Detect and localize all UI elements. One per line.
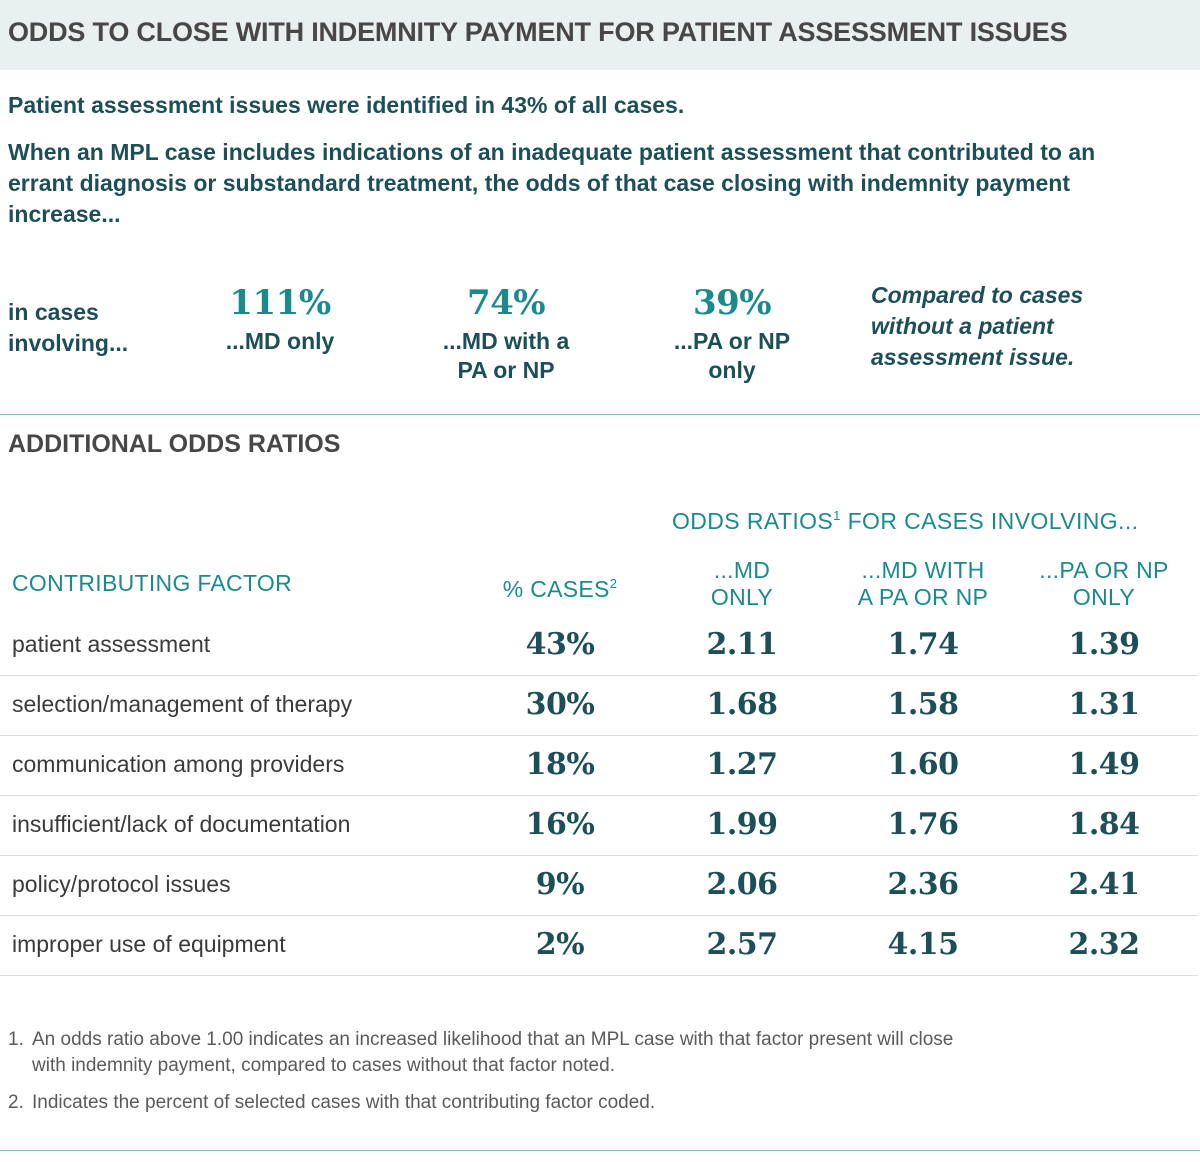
md-only-cell: 2.06 (706, 867, 778, 902)
pa-np-only-cell: 2.41 (1068, 867, 1140, 902)
md-only-cell: 1.99 (706, 807, 778, 842)
stat-value: 74% (466, 283, 546, 323)
pct-cell: 2% (535, 927, 585, 962)
pa-np-only-cell: 2.32 (1068, 927, 1140, 962)
table-row: insufficient/lack of documentation 16% 1… (0, 796, 1198, 856)
bottom-divider (0, 1150, 1200, 1151)
footnote-text-line-1: An odds ratio above 1.00 indicates an in… (32, 1029, 954, 1050)
footnote-text-line-2: with indemnity payment, compared to case… (32, 1055, 615, 1076)
title-bar: ODDS TO CLOSE WITH INDEMNITY PAYMENT FOR… (0, 0, 1200, 70)
factor-cell: communication among providers (12, 751, 345, 777)
factor-cell: patient assessment (12, 631, 211, 657)
comparison-note-line-3: assessment issue. (871, 344, 1075, 370)
intro-line-2: When an MPL case includes indications of… (8, 139, 1096, 227)
footnote-number: 1. (8, 1029, 24, 1050)
md-with-pa-np-cell: 2.36 (887, 867, 959, 902)
pct-cell: 43% (525, 627, 595, 662)
summary-lead-line-1: in cases (8, 299, 99, 325)
md-only-cell: 2.11 (706, 627, 778, 662)
pa-np-only-cell: 1.31 (1068, 687, 1140, 722)
stat-label-line-1: ...MD with a (442, 328, 570, 354)
group-header-tail: FOR CASES INVOLVING... (840, 508, 1139, 534)
md-with-pa-np-cell: 4.15 (887, 927, 959, 962)
pa-np-only-cell: 1.39 (1068, 627, 1140, 662)
table-row: policy/protocol issues 9% 2.06 2.36 2.41 (0, 856, 1198, 916)
column-header-line-2: ONLY (1072, 584, 1136, 610)
divider (0, 414, 1200, 415)
pct-cell: 30% (525, 687, 595, 722)
stat-md-with-pa-np: 74% ...MD with a PA or NP (391, 283, 621, 385)
pa-np-only-cell: 1.49 (1068, 747, 1140, 782)
footnote-1: 1. An odds ratio above 1.00 indicates an … (8, 1027, 953, 1079)
summary-lead: in cases involving... (8, 297, 128, 359)
md-only-cell: 1.27 (706, 747, 778, 782)
intro-line-1: Patient assessment issues were identifie… (8, 92, 685, 118)
stat-label: ...MD with a PA or NP (391, 327, 621, 385)
table-row: patient assessment 43% 2.11 1.74 1.39 (0, 616, 1198, 676)
pct-cell: 18% (525, 747, 595, 782)
pct-cell: 9% (535, 867, 585, 902)
comparison-note: Compared to cases without a patient asse… (871, 280, 1083, 373)
stat-label-line-2: only (708, 357, 756, 383)
column-header-line-1: ...MD WITH (861, 557, 985, 583)
footnote-2: 2. Indicates the percent of selected case… (8, 1090, 655, 1116)
pa-np-only-cell: 1.84 (1068, 807, 1140, 842)
md-only-cell: 1.68 (706, 687, 778, 722)
column-header-md-with-pa-np: ...MD WITH A PA OR NP (833, 557, 1013, 611)
table-row: selection/management of therapy 30% 1.68… (0, 676, 1198, 736)
group-header-text: ODDS RATIOS (672, 508, 834, 534)
stat-value: 39% (692, 283, 772, 323)
column-header-md-only: ...MD ONLY (652, 557, 832, 611)
factor-cell: selection/management of therapy (12, 691, 353, 717)
md-with-pa-np-cell: 1.74 (887, 627, 959, 662)
summary-lead-line-2: involving... (8, 330, 129, 356)
stat-md-only: 111% ...MD only (165, 283, 395, 356)
column-header-line-2: ONLY (710, 584, 774, 610)
md-with-pa-np-cell: 1.58 (887, 687, 959, 722)
factor-cell: policy/protocol issues (12, 871, 231, 897)
column-header-line-1: ...PA OR NP (1039, 557, 1169, 583)
stat-value: 111% (229, 283, 331, 323)
footnote-marker-1: 1 (833, 508, 841, 523)
odds-ratio-group-header: ODDS RATIOS1 FOR CASES INVOLVING... (672, 508, 1138, 535)
column-header-line-1: ...MD (713, 557, 771, 583)
md-with-pa-np-cell: 1.76 (887, 807, 959, 842)
stat-pa-np-only: 39% ...PA or NP only (617, 283, 847, 385)
stat-label: ...PA or NP only (617, 327, 847, 385)
footnote-number: 2. (8, 1092, 24, 1113)
stat-label-line-1: ...PA or NP (673, 328, 791, 354)
stat-label-line-2: PA or NP (457, 357, 555, 383)
comparison-note-line-1: Compared to cases (871, 282, 1084, 308)
factor-cell: improper use of equipment (12, 931, 286, 957)
section-heading: ADDITIONAL ODDS RATIOS (8, 430, 341, 458)
pct-cases-label: % CASES (502, 576, 610, 602)
md-with-pa-np-cell: 1.60 (887, 747, 959, 782)
factor-cell: insufficient/lack of documentation (12, 811, 351, 837)
stat-label: ...MD only (225, 328, 335, 354)
column-header-factor: CONTRIBUTING FACTOR (12, 570, 293, 596)
table-row: improper use of equipment 2% 2.57 4.15 2… (0, 916, 1198, 976)
footnote-text-line-1: Indicates the percent of selected cases … (32, 1092, 656, 1113)
column-header-pct-cases: % CASES2 (470, 570, 650, 603)
comparison-note-line-2: without a patient (871, 313, 1054, 339)
table-row: communication among providers 18% 1.27 1… (0, 736, 1198, 796)
column-header-line-2: A PA OR NP (857, 584, 989, 610)
md-only-cell: 2.57 (706, 927, 778, 962)
pct-cell: 16% (525, 807, 595, 842)
footnote-marker-2: 2 (609, 576, 618, 591)
page-title: ODDS TO CLOSE WITH INDEMNITY PAYMENT FOR… (8, 17, 1068, 47)
column-header-pa-np-only: ...PA OR NP ONLY (1014, 557, 1194, 611)
